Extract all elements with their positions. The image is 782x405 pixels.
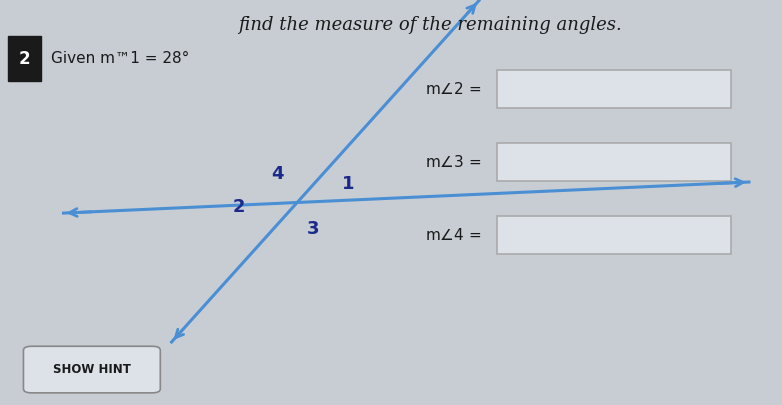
Text: 2: 2 [19, 50, 30, 68]
Text: 3: 3 [307, 220, 319, 238]
Text: 4: 4 [271, 165, 284, 183]
Text: SHOW HINT: SHOW HINT [53, 363, 131, 376]
FancyBboxPatch shape [23, 346, 160, 393]
FancyBboxPatch shape [8, 36, 41, 81]
Text: m$\angle$2 =: m$\angle$2 = [425, 81, 481, 97]
Text: find the measure of the remaining angles.: find the measure of the remaining angles… [239, 16, 622, 34]
Text: m$\angle$3 =: m$\angle$3 = [425, 154, 481, 170]
Text: 1: 1 [342, 175, 354, 193]
FancyBboxPatch shape [497, 215, 731, 254]
Text: 2: 2 [232, 198, 245, 215]
Text: Given m™1 = 28°: Given m™1 = 28° [51, 51, 189, 66]
FancyBboxPatch shape [497, 143, 731, 181]
Text: m$\angle$4 =: m$\angle$4 = [425, 227, 481, 243]
FancyBboxPatch shape [497, 70, 731, 108]
